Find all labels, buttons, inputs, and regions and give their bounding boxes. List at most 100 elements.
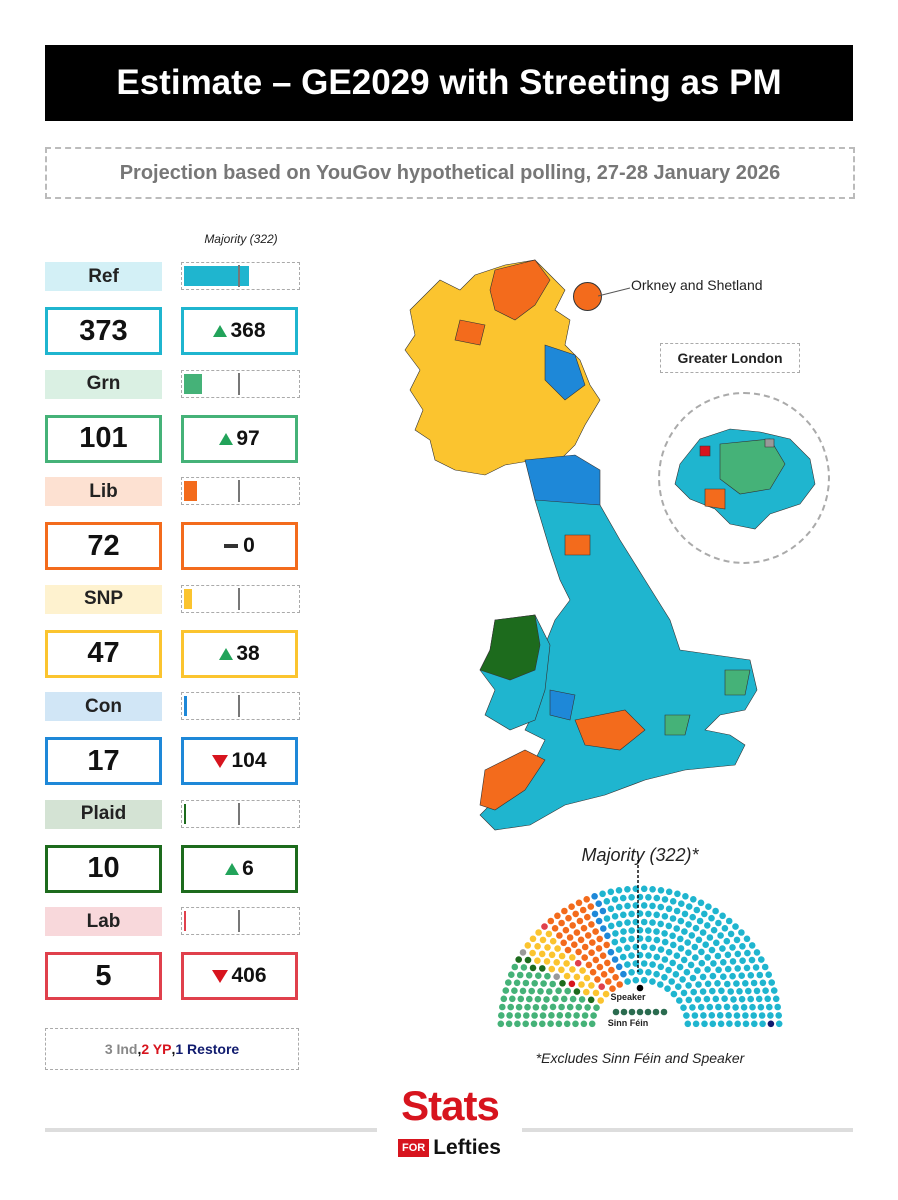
seat-dot-ref bbox=[748, 956, 756, 964]
seat-dot-plaid bbox=[573, 988, 581, 995]
seat-dot-ref bbox=[750, 1012, 757, 1019]
seat-dot-ref bbox=[615, 887, 623, 894]
seat-dot-ref bbox=[611, 938, 619, 946]
seat-dot-grn bbox=[509, 995, 516, 1003]
seat-dot-ref bbox=[653, 970, 660, 978]
seat-bar-lab bbox=[181, 907, 300, 935]
seat-dot-ref bbox=[653, 911, 660, 919]
others-ind: 3 Ind bbox=[104, 1041, 138, 1057]
seat-dot-grn bbox=[564, 1012, 572, 1019]
seat-dot-ref bbox=[624, 902, 631, 910]
seat-dot-grn bbox=[539, 1020, 546, 1028]
seat-dot-ref bbox=[685, 996, 693, 1004]
parliament-note: *Excludes Sinn Féin and Speaker bbox=[535, 1050, 745, 1066]
seat-dot-ref bbox=[649, 886, 656, 893]
seat-bar-plaid bbox=[181, 799, 300, 828]
seat-dot-ref bbox=[640, 960, 648, 967]
seat-dot-snp bbox=[548, 951, 556, 959]
seat-bar-ref bbox=[181, 262, 300, 290]
party-label-lab: Lab bbox=[45, 907, 162, 936]
seat-dot-grn bbox=[514, 1020, 521, 1028]
seat-change-ref: 368 bbox=[181, 307, 298, 355]
sinn-fein-label: Sinn Féin bbox=[607, 1018, 649, 1028]
seat-dot-ref bbox=[673, 952, 681, 959]
seat-count-snp: 47 bbox=[45, 629, 162, 678]
seat-dot-ref bbox=[709, 972, 717, 980]
seat-dot-ref bbox=[739, 957, 746, 964]
seat-dot-ref bbox=[689, 913, 696, 921]
seat-dot-snp bbox=[529, 935, 537, 943]
seat-dot-ref bbox=[665, 966, 672, 974]
london-map bbox=[674, 428, 816, 530]
seat-change-lab: 406 bbox=[181, 952, 298, 1000]
seat-dot-grn bbox=[547, 1020, 554, 1027]
seat-dot-ref bbox=[742, 1020, 750, 1028]
seat-dot-ref bbox=[680, 989, 688, 997]
page-title: Estimate – GE2029 with Streeting as PM bbox=[45, 45, 853, 121]
seat-bar-fill-plaid bbox=[184, 803, 186, 824]
seat-dot-grn bbox=[552, 995, 559, 1002]
seat-dot-ref bbox=[615, 946, 623, 953]
seat-dot-lib bbox=[581, 943, 589, 951]
seat-dot-ref bbox=[689, 1004, 696, 1011]
seat-dot-snp bbox=[549, 937, 557, 945]
seat-dot-ref bbox=[700, 1012, 707, 1019]
seat-dot-ref bbox=[710, 960, 717, 967]
seat-dot-ref bbox=[691, 943, 699, 951]
seat-dot-grn bbox=[525, 972, 533, 979]
seat-dot-plaid bbox=[559, 980, 566, 987]
majority-marker bbox=[238, 695, 241, 717]
seat-dot-grn bbox=[524, 1003, 531, 1011]
seat-dot-ref bbox=[706, 1003, 714, 1011]
seat-dot-con bbox=[595, 900, 602, 907]
seat-dot-snp bbox=[579, 967, 586, 974]
seat-dot-ref bbox=[727, 988, 734, 995]
seat-count-plaid: 10 bbox=[45, 844, 162, 893]
seat-dot-ref bbox=[665, 948, 673, 956]
seat-dot-ref bbox=[657, 981, 664, 988]
seat-dot-grn bbox=[511, 963, 519, 971]
seat-dot-ref bbox=[657, 920, 664, 928]
seat-dot-con bbox=[620, 970, 627, 978]
seat-dot-ref bbox=[753, 987, 761, 995]
seat-dot-ref bbox=[665, 888, 673, 896]
seat-dot-ref bbox=[736, 988, 743, 995]
seat-dot-ref bbox=[744, 949, 751, 957]
seat-dot-ref bbox=[616, 920, 623, 928]
seat-dot-grn bbox=[508, 971, 515, 978]
seat-dot-ref bbox=[720, 959, 727, 966]
logo-bottom: FOR Lefties bbox=[398, 1136, 502, 1160]
seat-dot-grn bbox=[505, 979, 512, 986]
seat-dot-ref bbox=[628, 952, 635, 959]
orkney-leader-line bbox=[598, 287, 631, 297]
seat-dot-grn bbox=[584, 1004, 591, 1011]
seat-dot-ref bbox=[619, 936, 627, 944]
seat-dot-ref bbox=[710, 926, 718, 934]
footer-divider-left bbox=[45, 1128, 377, 1132]
seat-dot-grn bbox=[590, 1012, 597, 1019]
seat-dot-ref bbox=[628, 935, 635, 943]
seat-dot-grn bbox=[537, 988, 544, 995]
seat-dot-lib bbox=[584, 913, 591, 921]
seat-dot-grn bbox=[517, 995, 525, 1003]
seat-dot-ref bbox=[733, 980, 740, 987]
arrow-up-icon bbox=[225, 862, 240, 875]
seat-dot-ref bbox=[679, 976, 686, 983]
map-ld-southwest bbox=[479, 749, 546, 811]
arrow-up-icon bbox=[213, 325, 228, 337]
seat-dot-ref bbox=[645, 952, 652, 959]
seat-dot-ref bbox=[721, 995, 728, 1002]
seat-dot-lib bbox=[612, 974, 619, 981]
seat-dot-ref bbox=[715, 966, 722, 974]
seat-dot-ref bbox=[603, 915, 611, 922]
seat-change-value: 104 bbox=[231, 749, 267, 772]
seat-bar-fill-snp bbox=[184, 588, 193, 609]
seat-dot-ref bbox=[767, 1012, 774, 1019]
seat-dot-ref bbox=[742, 980, 749, 987]
seat-dot-ref bbox=[757, 1003, 765, 1011]
seat-dot-ref bbox=[747, 995, 754, 1003]
seat-dot-lib bbox=[589, 968, 597, 976]
seat-dot-ref bbox=[720, 973, 727, 980]
seat-dot-ref bbox=[669, 915, 677, 922]
map-highlands-lib bbox=[489, 259, 551, 321]
